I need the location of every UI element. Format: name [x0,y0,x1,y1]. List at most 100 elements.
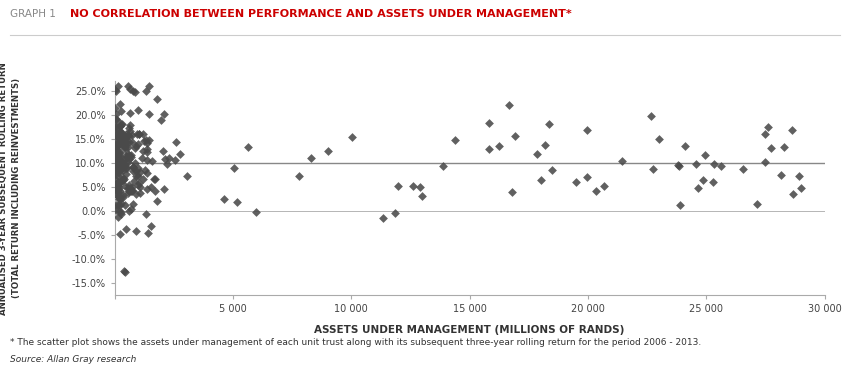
Point [249,209,263,215]
Point [155,117,168,123]
Point [482,146,496,152]
Point [113,175,127,181]
Point [413,184,427,190]
Point [113,153,127,159]
Point [128,90,142,96]
Point [505,189,518,195]
Point [110,139,124,145]
Point [173,151,186,157]
Point [132,173,145,179]
Point [125,152,139,158]
Point [406,183,420,189]
Point [109,158,122,164]
Point [643,113,657,119]
Point [785,127,799,133]
Point [150,199,164,204]
Point [112,194,126,200]
Point [598,183,611,189]
Point [492,144,506,149]
Point [538,142,552,148]
Point [142,83,156,89]
Point [139,88,153,94]
Point [117,268,131,274]
Point [117,143,131,149]
Point [111,83,125,89]
Point [117,162,131,168]
Point [110,158,124,164]
Point [111,150,125,156]
Point [110,137,123,143]
Point [122,152,136,158]
Point [132,131,145,137]
Point [589,189,603,194]
Point [792,173,806,179]
Point [116,130,129,135]
Point [111,154,125,160]
Point [111,153,125,159]
Point [698,152,711,158]
Point [113,189,127,194]
Point [130,131,144,137]
Text: Source: Allan Gray research: Source: Allan Gray research [10,355,137,364]
Point [118,183,132,189]
Point [142,111,156,117]
Point [128,178,141,184]
Point [132,165,145,171]
Point [110,117,123,123]
Point [110,161,123,166]
Point [110,183,124,189]
Point [122,182,135,188]
Point [131,182,145,188]
Point [116,194,129,200]
Point [124,206,138,212]
Point [109,116,122,122]
Point [110,162,124,168]
Text: NO CORRELATION BETWEEN PERFORMANCE AND ASSETS UNDER MANAGEMENT*: NO CORRELATION BETWEEN PERFORMANCE AND A… [70,9,571,19]
Point [388,210,402,215]
Point [570,179,583,185]
Point [794,185,808,191]
Point [180,173,194,179]
Point [122,156,136,162]
Point [115,211,128,217]
Point [581,127,594,133]
Point [115,121,128,127]
Point [764,145,778,151]
Point [148,176,162,182]
Point [129,173,143,179]
Point [122,144,135,150]
Point [117,142,131,148]
Point [119,153,133,159]
Point [137,138,150,144]
Point [416,193,429,199]
Point [113,196,127,202]
Point [391,183,405,189]
Point [758,131,772,137]
Point [118,269,132,275]
Point [110,134,124,140]
Point [149,188,162,194]
Point [758,159,772,165]
Point [110,157,124,163]
Point [136,131,150,137]
Point [133,190,147,196]
Point [129,168,143,174]
Point [696,177,710,183]
Point [762,124,775,130]
Point [119,226,133,232]
Point [110,171,123,177]
Point [113,124,127,130]
Point [109,127,122,133]
Point [615,158,629,164]
Point [121,83,134,89]
Point [122,132,135,138]
Point [114,123,128,129]
Point [117,164,131,170]
Point [127,89,140,94]
Point [113,136,127,142]
Point [114,179,128,185]
Point [110,152,124,158]
Point [157,186,171,192]
Text: ANNUALISED 3-YEAR SUBSEQUENT ROLLING RETURN
(TOTAL RETURN INCLUDING REINVESTMENT: ANNUALISED 3-YEAR SUBSEQUENT ROLLING RET… [0,62,21,314]
Point [110,207,123,213]
